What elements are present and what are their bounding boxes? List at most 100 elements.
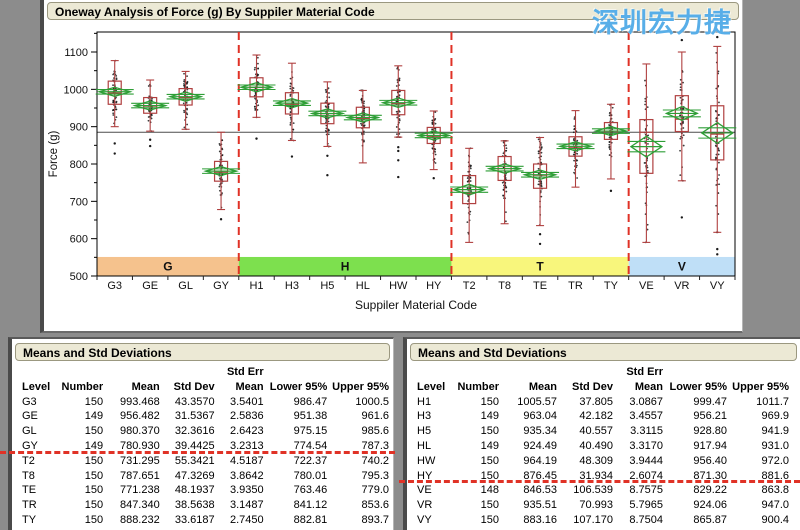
outlier-point	[609, 189, 613, 193]
value-cell: 1000.5	[355, 395, 389, 408]
value-cell: 928.80	[693, 425, 727, 438]
outlier-point	[113, 152, 116, 155]
value-cell: 787.3	[361, 439, 389, 452]
value-cell: 779.0	[361, 484, 389, 497]
level-cell: GE	[22, 410, 38, 423]
value-cell: 149	[84, 410, 104, 423]
value-cell: 2.6074	[629, 469, 663, 482]
value-cell: 871.30	[693, 469, 727, 482]
group-band-V	[628, 256, 735, 276]
value-cell: 150	[84, 469, 104, 482]
column-header: Lower 95%	[269, 380, 328, 393]
table-row: HL 149 924.49 40.490 3.3170 917.94 931.0	[415, 439, 791, 454]
value-cell: 149	[480, 410, 499, 423]
group-band-label: V	[678, 259, 686, 273]
means-table-left: Std Err Level Number Mean Std Dev Mean Lower 9…	[20, 365, 391, 528]
value-cell: 951.38	[293, 410, 328, 423]
value-cell: 846.53	[523, 484, 557, 497]
value-cell: 1005.57	[517, 395, 557, 408]
means-diamond	[309, 108, 346, 119]
category-label: H3	[285, 280, 299, 292]
means-table-titlebar-right[interactable]: Means and Std Deviations	[410, 343, 797, 361]
value-cell: 956.482	[119, 410, 160, 423]
value-cell: 841.12	[293, 499, 328, 512]
value-cell: 106.539	[573, 484, 613, 497]
value-cell: 881.6	[761, 469, 789, 482]
category-marks-TE	[521, 136, 560, 246]
value-cell: 150	[84, 513, 104, 526]
oneway-plot[interactable]: G H T V 500 600 700 800 900 1000 1100 G3 GE GL GY H1 H3 H…	[44, 23, 742, 323]
value-cell: 3.3170	[629, 439, 663, 452]
value-cell: 107.170	[573, 513, 613, 526]
value-cell: 149	[84, 439, 104, 452]
table-row: HY 150 876.45 31.934 2.6074 871.30 881.6	[415, 469, 791, 484]
category-marks-T8	[485, 139, 524, 225]
category-marks-H3	[272, 62, 311, 158]
outlier-point	[716, 253, 719, 256]
value-cell: 774.54	[293, 439, 328, 452]
value-cell: 149	[480, 439, 499, 452]
value-cell: 853.6	[361, 499, 389, 512]
value-cell: 780.01	[293, 469, 328, 482]
value-cell: 935.34	[523, 425, 557, 438]
category-marks-T2	[450, 147, 489, 243]
means-table-titlebar-left[interactable]: Means and Std Deviations	[15, 343, 390, 361]
outlier-point	[326, 174, 329, 177]
table-row: GL 150 980.370 32.3616 2.6423 975.15 985.6	[20, 424, 391, 439]
table-row: T2 150 731.295 55.3421 4.5187 722.37 740.2	[20, 454, 391, 469]
value-cell: 865.87	[693, 513, 727, 526]
means-diamond	[629, 135, 664, 158]
category-marks-GL	[166, 70, 205, 131]
outlier-point	[255, 137, 258, 140]
super-header-spacer	[665, 365, 729, 380]
means-diamond	[380, 97, 417, 109]
means-diamond	[203, 165, 239, 177]
column-header: Upper 95%	[732, 380, 789, 393]
super-header-spacer	[415, 365, 455, 380]
value-cell: 924.49	[523, 439, 557, 452]
table-row: GE 149 956.482 31.5367 2.5836 951.38 961.6	[20, 409, 391, 424]
value-cell: 150	[480, 425, 499, 438]
category-label: G3	[107, 280, 122, 292]
level-cell: H1	[417, 395, 432, 408]
value-cell: 985.6	[361, 425, 389, 438]
category-label: VE	[639, 280, 654, 292]
value-cell: 3.2313	[229, 439, 264, 452]
outlier-point	[113, 142, 116, 145]
value-cell: 863.8	[761, 484, 789, 497]
value-cell: 888.232	[119, 513, 160, 526]
value-cell: 150	[480, 499, 499, 512]
oneway-panel-titlebar[interactable]: Oneway Analysis of Force (g) By Suppiler…	[47, 2, 739, 20]
means-std-table: Std Err Level Number Mean Std Dev Mean Lower 9…	[415, 365, 791, 528]
category-label: TR	[568, 280, 583, 292]
value-cell: 48.1937	[174, 484, 215, 497]
super-header-spacer	[501, 365, 559, 380]
value-cell: 48.309	[579, 454, 613, 467]
super-header-spacer	[559, 365, 615, 380]
category-marks-HY	[414, 110, 453, 180]
table-row: VE 148 846.53 106.539 8.7575 829.22 863.8	[415, 483, 791, 498]
level-cell: VY	[417, 513, 432, 526]
y-tick-label: 1000	[64, 84, 88, 96]
table-row: H1 150 1005.57 37.805 3.0867 999.47 1011.7	[415, 395, 791, 410]
level-cell: T2	[22, 454, 35, 467]
category-marks-H5	[308, 81, 347, 177]
table-row: TY 150 888.232 33.6187 2.7450 882.81 893.7	[20, 513, 391, 528]
oneway-panel-title: Oneway Analysis of Force (g) By Suppiler…	[55, 5, 375, 19]
value-cell: 993.468	[119, 395, 160, 408]
table-row: T8 150 787.651 47.3269 3.8642 780.01 795.3	[20, 469, 391, 484]
outlier-point	[538, 232, 542, 236]
column-header: Upper 95%	[332, 380, 389, 393]
column-header: Level	[417, 380, 446, 393]
value-cell: 148	[480, 484, 499, 497]
level-cell: VE	[417, 484, 432, 497]
category-label: GE	[142, 280, 158, 292]
column-header: Mean	[634, 380, 663, 393]
value-cell: 975.15	[293, 425, 328, 438]
means-table-panel-right: Means and Std Deviations Std Err Level Num…	[403, 337, 800, 530]
category-label: GY	[213, 280, 230, 292]
outlier-point	[397, 175, 400, 179]
outlier-point	[219, 218, 223, 221]
value-cell: 2.6423	[229, 425, 264, 438]
super-header-spacer	[455, 365, 501, 380]
